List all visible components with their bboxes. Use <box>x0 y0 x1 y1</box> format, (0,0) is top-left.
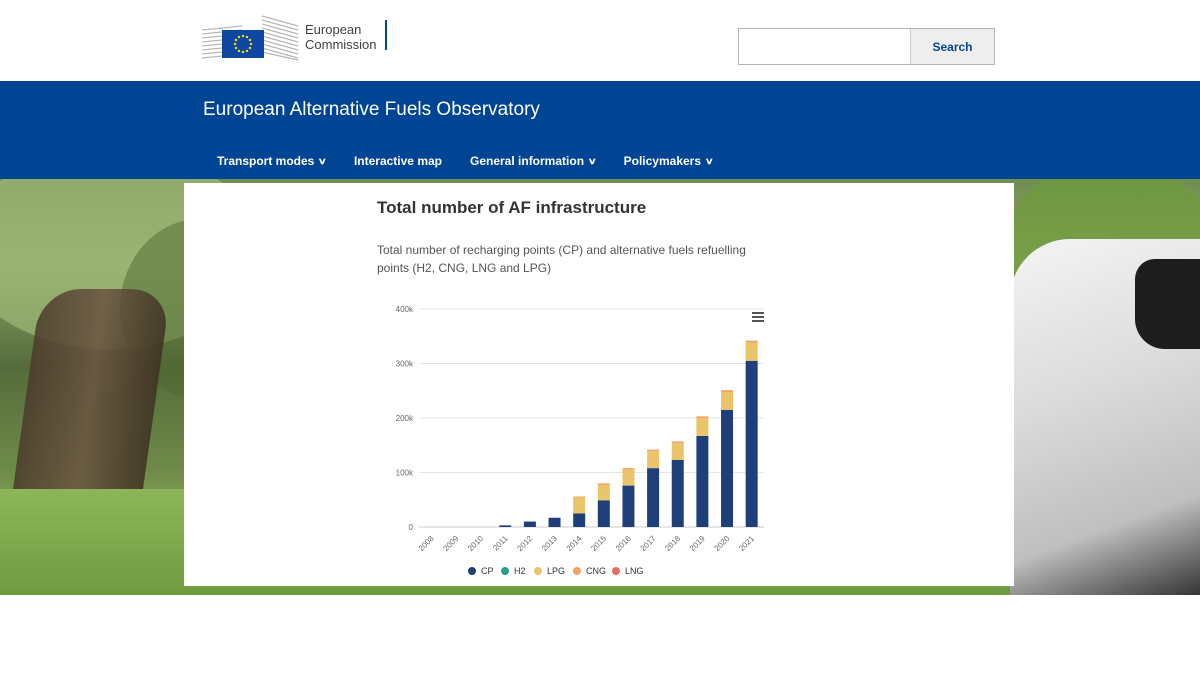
nav-item-transport-modes[interactable]: Transport modes ∨ <box>203 151 340 171</box>
bar-segment-cng[interactable] <box>696 416 709 418</box>
x-tick-label: 2018 <box>663 534 682 553</box>
x-tick-label: 2009 <box>441 534 460 553</box>
legend-item-cng[interactable]: CNG <box>573 566 606 576</box>
x-axis-ticks: 2008 2009 2010 2011 2012 2013 2014 2015 2016 2017… <box>417 534 757 553</box>
bar-segment-cp[interactable] <box>671 459 684 527</box>
logo-text: European Commission <box>305 22 377 52</box>
search-input[interactable] <box>739 29 910 64</box>
bar-segment-cp[interactable] <box>745 360 758 527</box>
legend-label: CNG <box>586 566 606 576</box>
legend-swatch <box>573 567 581 575</box>
x-tick-label: 2016 <box>614 534 633 553</box>
x-tick-label: 2019 <box>688 534 707 553</box>
y-tick-label: 400k <box>396 305 414 314</box>
logo-text-line2: Commission <box>305 37 377 52</box>
bar-segment-lpg[interactable] <box>721 392 734 410</box>
bar-segment-cp[interactable] <box>523 521 536 527</box>
bar-segment-cp[interactable] <box>548 517 561 527</box>
bar-segment-lpg[interactable] <box>671 443 684 460</box>
top-header: European Commission Search <box>0 0 1200 81</box>
bar-segment-cp[interactable] <box>647 468 660 527</box>
chart-legend: CP H2 LPG CNG LNG <box>468 566 644 576</box>
x-tick-label: 2015 <box>589 534 608 553</box>
legend-item-cp[interactable]: CP <box>468 566 494 576</box>
legend-item-h2[interactable]: H2 <box>501 566 526 576</box>
legend-item-lpg[interactable]: LPG <box>534 566 565 576</box>
nav-item-label: Interactive map <box>353 154 442 168</box>
bar-segment-cp[interactable] <box>499 525 512 527</box>
nav-item-label: General information <box>470 154 585 168</box>
chevron-down-icon: ∨ <box>318 155 328 166</box>
y-tick-label: 300k <box>396 360 414 369</box>
charging-plug-shape <box>1135 259 1200 349</box>
chart-title: Total number of AF infrastructure <box>377 198 647 217</box>
legend-item-lng[interactable]: LNG <box>612 566 644 576</box>
x-tick-label: 2017 <box>639 534 658 553</box>
x-tick-label: 2008 <box>417 534 436 553</box>
nav-item-general-information[interactable]: General information ∨ <box>456 151 610 171</box>
bar-segment-cng[interactable] <box>622 468 635 470</box>
logo-divider <box>385 20 387 50</box>
bar-segment-lpg[interactable] <box>597 485 610 501</box>
nav-item-interactive-map[interactable]: Interactive map <box>340 151 456 171</box>
bar-segment-lpg[interactable] <box>696 418 709 436</box>
chart-description: Total number of recharging points (CP) a… <box>377 243 746 275</box>
nav-item-label: Policymakers <box>623 154 702 168</box>
legend-label: CP <box>481 566 494 576</box>
bar-segment-lpg[interactable] <box>647 451 660 469</box>
bar-segment-lpg[interactable] <box>573 497 586 514</box>
bar-segment-cp[interactable] <box>721 409 734 527</box>
legend-label: LPG <box>547 566 565 576</box>
x-tick-label: 2012 <box>515 534 534 553</box>
site-header: European Alternative Fuels Observatory T… <box>0 81 1200 179</box>
y-tick-label: 200k <box>396 414 414 423</box>
x-tick-label: 2020 <box>713 534 732 553</box>
search-form: Search <box>738 28 995 65</box>
x-tick-label: 2013 <box>540 534 559 553</box>
legend-label: H2 <box>514 566 526 576</box>
site-title[interactable]: European Alternative Fuels Observatory <box>203 99 540 120</box>
main-nav: Transport modes ∨ Interactive map Genera… <box>203 151 727 171</box>
x-tick-label: 2014 <box>565 534 584 553</box>
chevron-down-icon: ∨ <box>587 155 597 166</box>
bar-segment-cng[interactable] <box>573 496 586 498</box>
search-button[interactable]: Search <box>910 29 994 64</box>
chart-bars <box>499 340 758 527</box>
chart-grid <box>419 308 764 528</box>
bar-segment-cp[interactable] <box>573 513 586 527</box>
chevron-down-icon: ∨ <box>704 155 714 166</box>
bar-segment-cng[interactable] <box>745 340 758 343</box>
bar-segment-cng[interactable] <box>597 483 610 486</box>
legend-label: LNG <box>625 566 644 576</box>
legend-swatch <box>501 567 509 575</box>
bar-segment-cng[interactable] <box>671 441 684 444</box>
x-tick-label: 2010 <box>466 534 485 553</box>
x-tick-label: 2011 <box>491 534 510 553</box>
nav-item-policymakers[interactable]: Policymakers ∨ <box>610 151 727 171</box>
bar-segment-cp[interactable] <box>622 485 635 527</box>
legend-swatch <box>534 567 542 575</box>
bar-segment-cng[interactable] <box>721 390 734 393</box>
bar-segment-cp[interactable] <box>696 435 709 527</box>
european-commission-logo[interactable]: European Commission <box>201 12 392 64</box>
y-tick-label: 0 <box>409 523 414 532</box>
x-tick-label: 2021 <box>737 534 756 553</box>
y-tick-label: 100k <box>396 469 414 478</box>
bar-segment-cp[interactable] <box>597 500 610 527</box>
y-axis-ticks: 0 100k 200k 300k 400k <box>396 305 414 532</box>
ec-flag-icon <box>201 15 299 61</box>
bar-segment-lpg[interactable] <box>622 469 635 486</box>
legend-swatch <box>612 567 620 575</box>
bar-segment-lpg[interactable] <box>745 342 758 361</box>
chart-menu-icon[interactable] <box>752 312 764 322</box>
bar-segment-cng[interactable] <box>647 449 660 452</box>
legend-swatch <box>468 567 476 575</box>
nav-item-label: Transport modes <box>217 154 315 168</box>
logo-text-line1: European <box>305 22 362 37</box>
